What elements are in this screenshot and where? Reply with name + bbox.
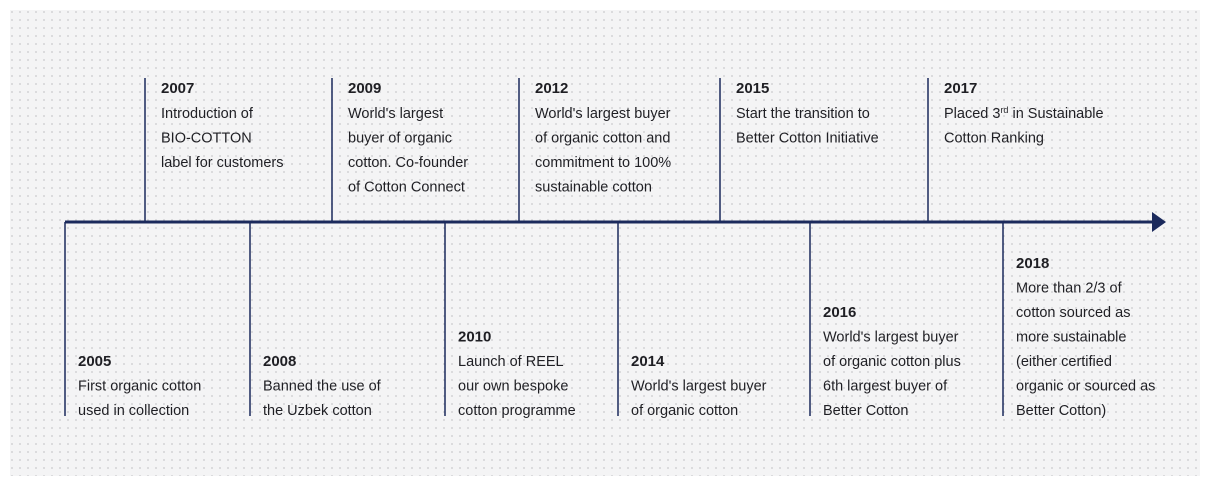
event-year: 2009 <box>348 80 381 97</box>
event-text: the Uzbek cotton <box>263 403 372 419</box>
event-year: 2016 <box>823 304 856 321</box>
event-text: World's largest buyer <box>535 106 671 122</box>
event-text: used in collection <box>78 403 189 419</box>
event-text: cotton. Co-founder <box>348 155 468 171</box>
event-year: 2017 <box>944 80 977 97</box>
event-text: More than 2/3 of <box>1016 281 1123 297</box>
event-text: Start the transition to <box>736 106 870 122</box>
event-text-part: in Sustainable <box>1008 106 1103 122</box>
event-text: buyer of organic <box>348 131 452 147</box>
event-text: World's largest <box>348 106 443 122</box>
event-text: Banned the use of <box>263 379 382 395</box>
event-text: World's largest buyer <box>631 379 767 395</box>
timeline-arrow <box>1152 212 1166 232</box>
event-text: Cotton Ranking <box>944 131 1044 147</box>
event-year: 2015 <box>736 80 769 97</box>
event-text: Placed 3rd in Sustainable <box>944 105 1104 122</box>
event-text: more sustainable <box>1016 330 1126 346</box>
event-year: 2014 <box>631 353 665 370</box>
event-year: 2008 <box>263 353 296 370</box>
event-text: Better Cotton) <box>1016 403 1106 419</box>
event-text: World's largest buyer <box>823 330 959 346</box>
event-text: of organic cotton and <box>535 131 670 147</box>
event-text: sustainable cotton <box>535 180 652 196</box>
event-text: cotton sourced as <box>1016 305 1130 321</box>
event-text: organic or sourced as <box>1016 379 1155 395</box>
event-text: our own bespoke <box>458 379 568 395</box>
event-text: commitment to 100% <box>535 155 671 171</box>
event-year: 2005 <box>78 353 111 370</box>
event-text: of organic cotton <box>631 403 738 419</box>
event-text: BIO-COTTON <box>161 131 252 147</box>
event-text: Launch of REEL <box>458 354 564 370</box>
event-text: First organic cotton <box>78 379 201 395</box>
event-year: 2010 <box>458 329 491 346</box>
events: 2007 Introduction of BIO-COTTON label for c… <box>64 78 1155 419</box>
event-text: label for customers <box>161 155 284 171</box>
event-text: Introduction of <box>161 106 254 122</box>
event-text: cotton programme <box>458 403 576 419</box>
event-text: (either certified <box>1016 354 1112 370</box>
event-text: of Cotton Connect <box>348 180 465 196</box>
event-year: 2007 <box>161 80 194 97</box>
event-text: of organic cotton plus <box>823 354 961 370</box>
event-text: Better Cotton <box>823 403 908 419</box>
event-text-part: Placed 3 <box>944 106 1000 122</box>
event-year: 2012 <box>535 80 568 97</box>
event-year: 2018 <box>1016 255 1049 272</box>
event-text: 6th largest buyer of <box>823 379 948 395</box>
event-text-part: rd <box>1000 105 1008 115</box>
event-text: Better Cotton Initiative <box>736 131 879 147</box>
dot-pattern <box>10 10 1200 476</box>
